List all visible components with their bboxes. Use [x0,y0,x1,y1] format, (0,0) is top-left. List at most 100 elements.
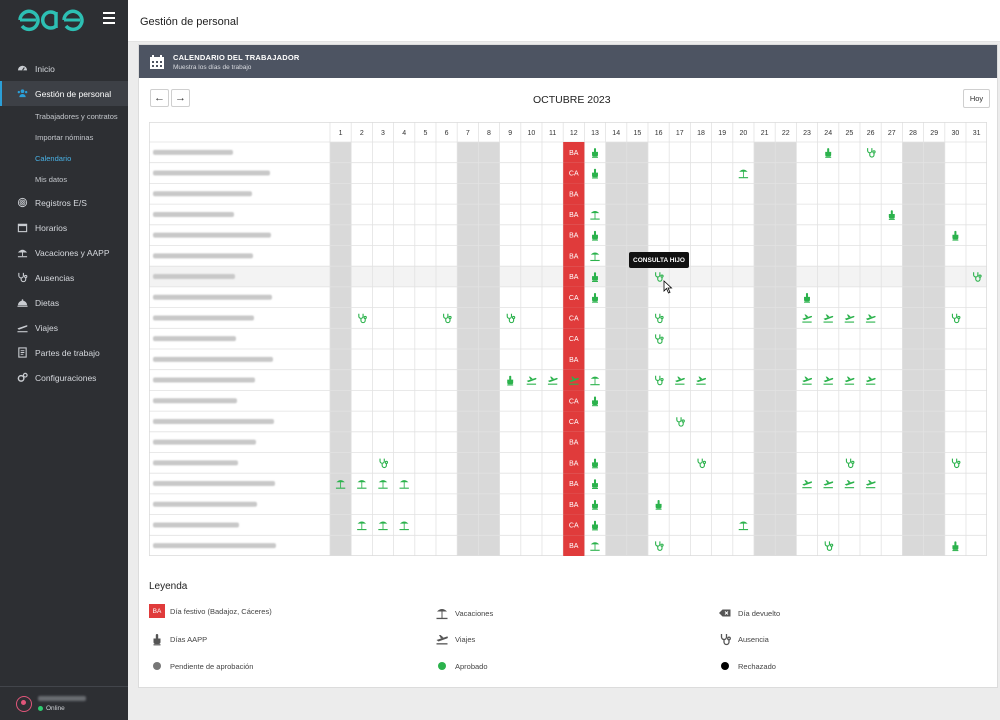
avatar[interactable] [16,695,32,712]
plane-icon[interactable] [865,376,876,385]
aapp-icon[interactable] [592,396,598,407]
holiday-cell[interactable]: BA [563,349,585,370]
aapp-icon[interactable] [655,500,662,510]
prev-month-button[interactable]: ← [150,89,169,107]
holiday-cell[interactable]: BA [563,183,585,205]
holiday-cell[interactable]: BA [563,535,585,556]
sidebar-item-horarios[interactable]: Horarios [0,215,128,240]
sidebar-item-inicio[interactable]: Inicio [0,56,128,81]
stethoscope-icon[interactable] [676,417,685,427]
stethoscope-icon[interactable] [506,313,516,324]
plane-icon[interactable] [802,314,813,323]
aapp-icon[interactable] [952,230,959,241]
holiday-cell[interactable]: BA [563,142,585,163]
stethoscope-icon[interactable] [867,148,876,158]
aapp-icon[interactable] [592,500,598,510]
stethoscope-icon[interactable] [655,375,664,386]
aapp-icon[interactable] [952,541,959,552]
aapp-icon[interactable] [592,293,598,303]
holiday-cell[interactable]: CA [563,307,585,329]
umbrella-icon[interactable] [738,521,749,531]
sidebar-item-importar-nominas[interactable]: Importar nóminas [0,127,128,148]
plane-icon[interactable] [844,480,855,489]
sidebar-item-partes-de-trabajo[interactable]: Partes de trabajo [0,340,128,365]
next-month-button[interactable]: → [171,89,190,107]
menu-toggle-icon[interactable] [103,12,115,24]
plane-icon[interactable] [865,480,876,489]
aapp-icon[interactable] [888,210,895,220]
aapp-icon[interactable] [592,272,598,282]
holiday-cell[interactable]: CA [563,162,585,184]
plane-icon[interactable] [802,480,813,489]
holiday-cell[interactable]: BA [563,431,585,453]
umbrella-icon[interactable] [590,376,600,386]
holiday-cell[interactable]: CA [563,514,585,536]
stethoscope-icon[interactable] [655,313,664,324]
holiday-cell[interactable]: CA [563,328,585,349]
aapp-icon[interactable] [804,293,810,303]
logo[interactable] [16,6,86,34]
stethoscope-icon[interactable] [379,458,389,469]
stethoscope-icon[interactable] [824,541,834,551]
umbrella-icon[interactable] [399,480,409,489]
aapp-icon[interactable] [592,458,598,469]
plane-icon[interactable] [675,376,685,385]
umbrella-icon[interactable] [590,542,600,551]
plane-icon[interactable] [696,376,707,385]
holiday-cell[interactable]: BA [563,204,585,225]
aapp-icon[interactable] [825,148,832,158]
plane-icon[interactable] [823,376,834,385]
sidebar-item-configuraciones[interactable]: Configuraciones [0,365,128,390]
stethoscope-icon[interactable] [655,334,664,344]
aapp-icon[interactable] [592,479,598,489]
holiday-cell[interactable]: CA [563,390,585,412]
holiday-cell[interactable]: BA [563,473,585,494]
stethoscope-icon[interactable] [358,313,367,324]
aapp-icon[interactable] [592,168,598,179]
stethoscope-icon[interactable] [951,458,961,469]
plane-icon[interactable] [844,314,855,323]
holiday-cell[interactable]: CA [563,411,585,432]
aapp-icon[interactable] [592,520,598,531]
holiday-cell[interactable]: CA [563,286,585,308]
umbrella-icon[interactable] [738,169,749,179]
plane-icon[interactable] [823,480,834,489]
sidebar-item-mis-datos[interactable]: Mis datos [0,169,128,190]
plane-icon[interactable] [802,376,813,385]
aapp-icon[interactable] [592,148,598,158]
umbrella-icon[interactable] [399,521,409,531]
stethoscope-icon[interactable] [951,313,961,324]
plane-icon[interactable] [547,376,558,385]
stethoscope-icon[interactable] [443,313,452,324]
holiday-cell[interactable]: BA [563,224,585,246]
holiday-cell[interactable] [563,369,585,391]
umbrella-icon[interactable] [357,480,367,489]
umbrella-icon[interactable] [590,211,600,220]
today-button[interactable]: Hoy [963,89,990,108]
stethoscope-icon[interactable] [655,541,664,551]
umbrella-icon[interactable] [378,521,388,531]
plane-icon[interactable] [844,376,855,385]
sidebar-item-dietas[interactable]: Dietas [0,290,128,315]
sidebar-item-trabajadores-y-contratos[interactable]: Trabajadores y contratos [0,106,128,127]
umbrella-icon[interactable] [357,521,367,531]
stethoscope-icon[interactable] [845,458,855,469]
sidebar-item-ausencias[interactable]: Ausencias [0,265,128,290]
plane-icon[interactable] [865,314,876,323]
aapp-icon[interactable] [592,230,598,241]
umbrella-icon[interactable] [590,252,600,262]
aapp-icon[interactable] [507,375,514,386]
sidebar-item-gestion-de-personal[interactable]: Gestión de personal [0,81,128,106]
sidebar-item-vacaciones-y-aapp[interactable]: Vacaciones y AAPP [0,240,128,265]
holiday-cell[interactable]: BA [563,452,585,474]
plane-icon[interactable] [823,314,834,323]
stethoscope-icon[interactable] [697,458,707,469]
holiday-cell[interactable]: BA [563,493,585,515]
holiday-cell[interactable]: BA [563,266,585,287]
user-panel[interactable]: Online [0,686,128,720]
sidebar-item-viajes[interactable]: Viajes [0,315,128,340]
holiday-cell[interactable]: BA [563,245,585,267]
stethoscope-icon[interactable] [973,272,982,282]
plane-icon[interactable] [526,376,537,385]
umbrella-icon[interactable] [378,480,388,489]
